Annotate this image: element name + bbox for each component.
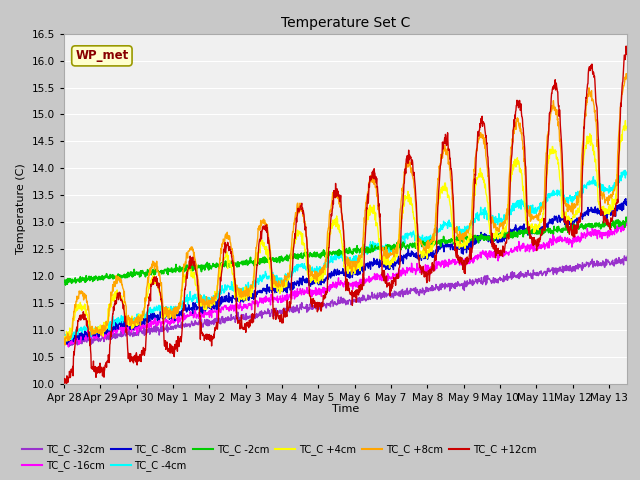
Y-axis label: Temperature (C): Temperature (C) — [16, 163, 26, 254]
Title: Temperature Set C: Temperature Set C — [281, 16, 410, 30]
Text: WP_met: WP_met — [76, 49, 129, 62]
X-axis label: Time: Time — [332, 405, 359, 414]
Legend: TC_C -32cm, TC_C -16cm, TC_C -8cm, TC_C -4cm, TC_C -2cm, TC_C +4cm, TC_C +8cm, T: TC_C -32cm, TC_C -16cm, TC_C -8cm, TC_C … — [18, 440, 541, 475]
